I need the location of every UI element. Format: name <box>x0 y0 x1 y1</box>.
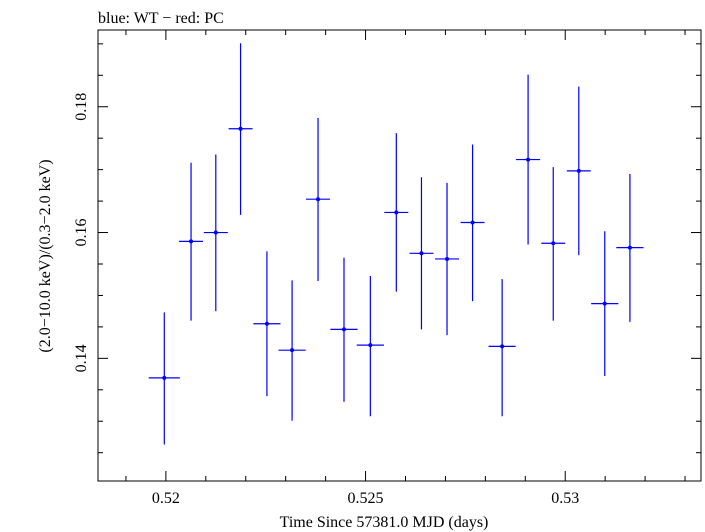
data-point <box>306 118 331 281</box>
point-marker <box>238 126 243 131</box>
data-point <box>148 312 180 445</box>
point-marker <box>189 239 194 244</box>
point-marker <box>419 251 424 256</box>
x-tick-label: 0.53 <box>551 490 579 507</box>
point-marker <box>162 375 167 380</box>
data-point <box>616 174 644 322</box>
point-marker <box>627 245 632 250</box>
chart-title: blue: WT − red: PC <box>98 10 224 27</box>
point-marker <box>602 301 607 306</box>
point-marker <box>500 344 505 349</box>
y-tick-label: 0.16 <box>73 219 90 247</box>
data-point <box>488 279 516 417</box>
data-point <box>228 43 253 215</box>
point-marker <box>526 157 531 162</box>
point-marker <box>368 343 373 348</box>
y-axis-label: (2.0−10.0 keV)/(0.3−2.0 keV) <box>37 159 54 352</box>
point-marker <box>394 210 399 215</box>
point-marker <box>213 230 218 235</box>
point-marker <box>264 321 269 326</box>
point-marker <box>290 348 295 353</box>
data-point <box>460 144 485 302</box>
data-point <box>330 257 358 402</box>
data-point <box>516 74 541 245</box>
x-tick-label: 0.525 <box>348 490 384 507</box>
data-point <box>541 167 566 321</box>
data-point <box>384 133 409 292</box>
data-point <box>253 251 281 397</box>
data-point <box>203 154 228 312</box>
point-marker <box>316 197 321 202</box>
point-marker <box>445 256 450 261</box>
point-marker <box>576 168 581 173</box>
point-marker <box>551 241 556 246</box>
data-point <box>356 275 384 417</box>
data-point <box>179 162 204 321</box>
x-axis-ticks: 0.52 0.525 0.53 <box>125 30 686 507</box>
data-point <box>278 280 306 421</box>
point-marker <box>470 220 475 225</box>
plot-frame <box>97 29 702 482</box>
y-tick-label: 0.18 <box>73 93 90 121</box>
data-point <box>409 177 434 330</box>
x-tick-label: 0.52 <box>152 490 180 507</box>
data-point <box>591 231 619 376</box>
y-tick-label: 0.14 <box>73 344 90 372</box>
data-point <box>435 182 460 336</box>
x-axis-label: Time Since 57381.0 MJD (days) <box>280 514 489 531</box>
y-axis-ticks: 0.14 0.16 0.18 <box>73 43 701 454</box>
data-point <box>566 86 591 256</box>
data-series <box>148 43 644 445</box>
point-marker <box>341 327 346 332</box>
